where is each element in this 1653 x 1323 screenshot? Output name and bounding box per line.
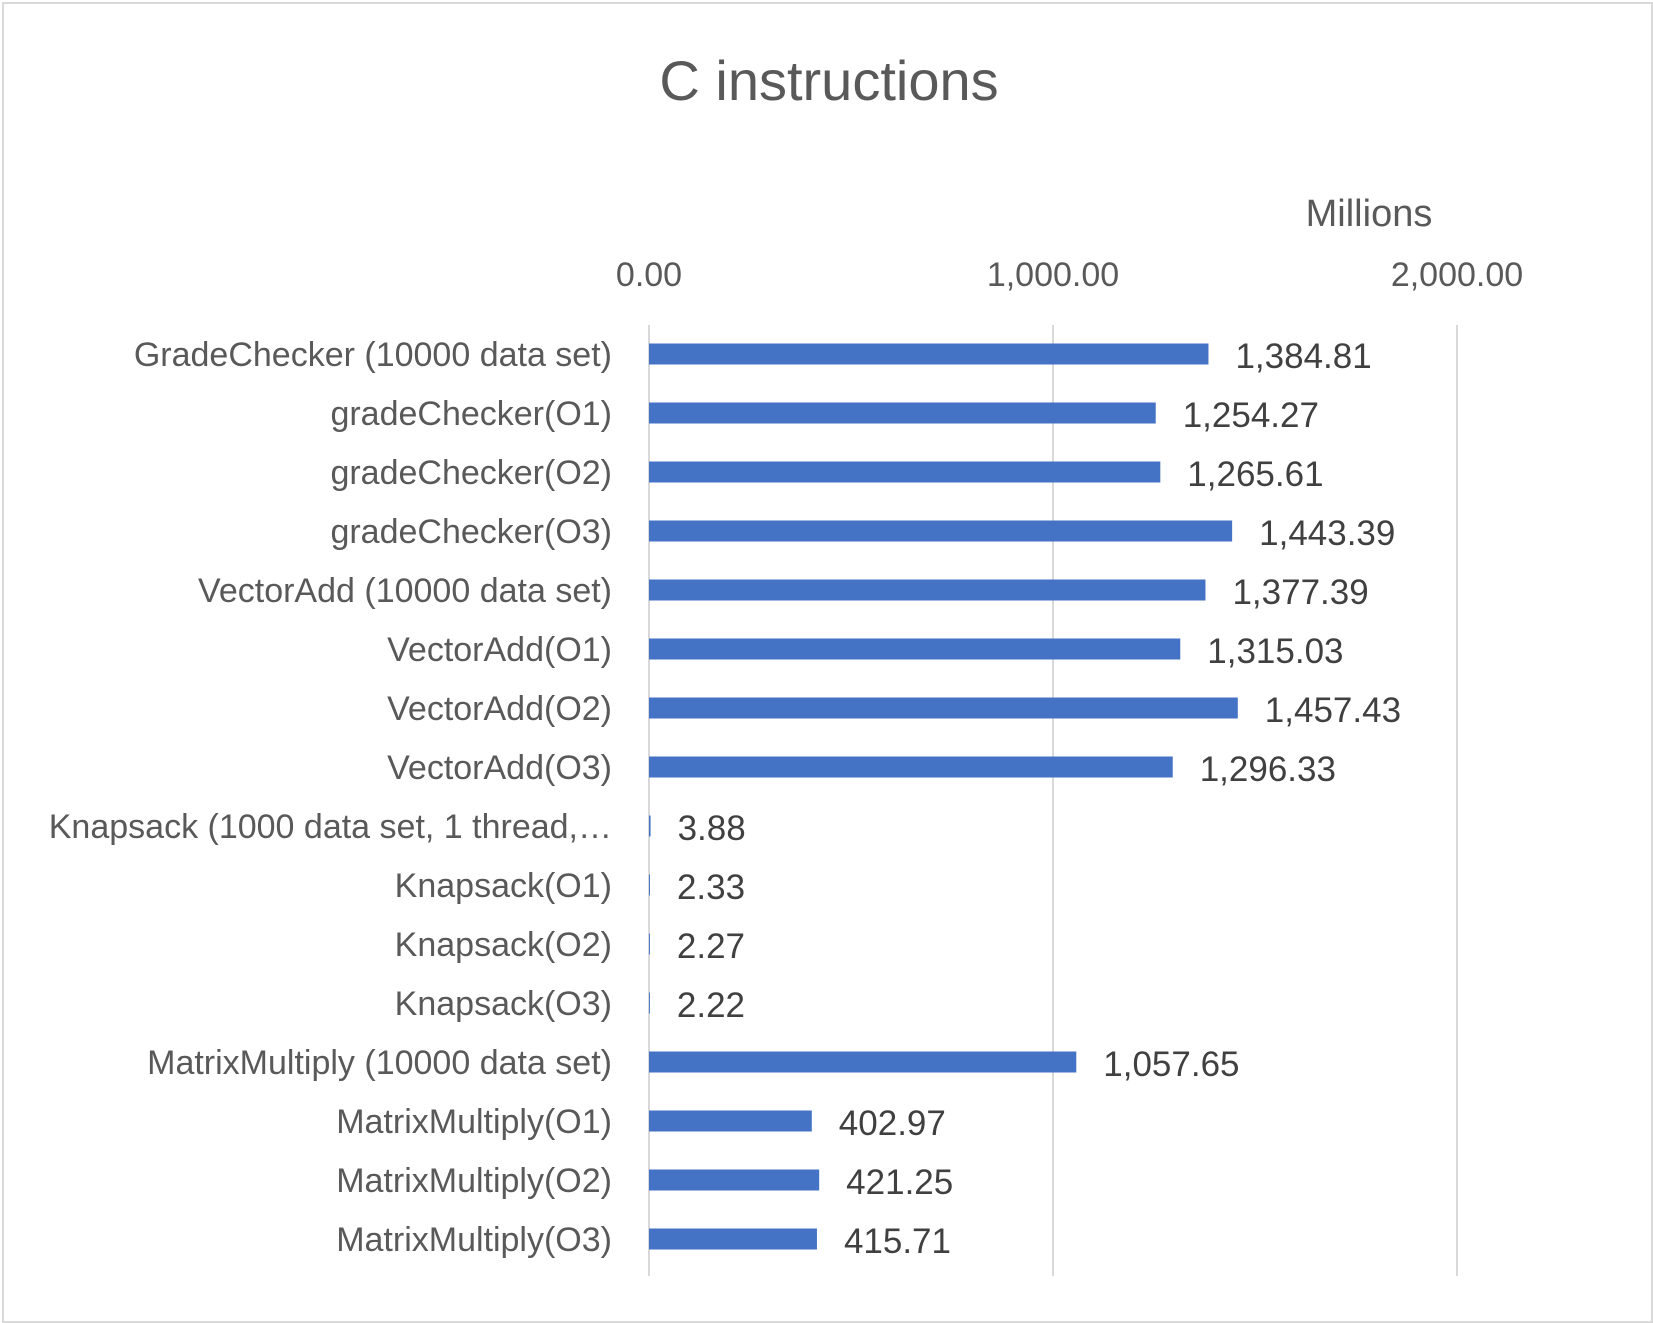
x-tick-label: 0.00 <box>616 256 682 294</box>
bar <box>649 1051 1077 1073</box>
data-label: 1,265.61 <box>1187 455 1323 494</box>
bar <box>649 1110 812 1132</box>
x-tick-label: 2,000.00 <box>1391 256 1523 294</box>
bar <box>649 638 1181 660</box>
x-axis-ticks: 0.00 1,000.00 2,000.00 <box>616 256 1523 294</box>
bar <box>649 756 1173 778</box>
bar <box>649 1169 820 1191</box>
data-label: 2.33 <box>677 868 745 907</box>
data-label: 402.97 <box>839 1104 946 1143</box>
data-label: 1,296.33 <box>1200 750 1336 789</box>
category-label: gradeChecker(O3) <box>330 513 612 551</box>
data-label: 1,315.03 <box>1207 632 1343 671</box>
category-label: Knapsack(O2) <box>395 926 612 964</box>
data-label: 3.88 <box>678 809 746 848</box>
data-label: 415.71 <box>844 1222 951 1261</box>
bar <box>649 1228 817 1250</box>
category-label: VectorAdd (10000 data set) <box>198 572 612 610</box>
bars <box>649 343 1238 1250</box>
bar <box>649 874 650 896</box>
bar <box>649 697 1238 719</box>
category-label: MatrixMultiply (10000 data set) <box>147 1044 612 1082</box>
category-label: VectorAdd(O2) <box>387 690 612 728</box>
category-label: VectorAdd(O3) <box>387 749 612 787</box>
axis-unit-label: Millions <box>1306 193 1433 235</box>
data-label: 421.25 <box>846 1163 953 1202</box>
category-label: VectorAdd(O1) <box>387 631 612 669</box>
data-label: 1,377.39 <box>1232 573 1368 612</box>
category-label: Knapsack (1000 data set, 1 thread,… <box>49 808 612 846</box>
data-label: 1,457.43 <box>1265 691 1401 730</box>
bar <box>649 343 1209 365</box>
bar <box>649 579 1206 601</box>
bar <box>649 933 650 955</box>
data-label: 1,384.81 <box>1235 337 1371 376</box>
data-label: 2.27 <box>677 927 745 966</box>
category-label: MatrixMultiply(O3) <box>336 1221 612 1259</box>
category-label: gradeChecker(O1) <box>330 395 612 433</box>
category-labels: GradeChecker (10000 data set) gradeChecke… <box>49 336 612 1259</box>
data-label: 1,254.27 <box>1183 396 1319 435</box>
category-label: Knapsack(O3) <box>395 985 612 1023</box>
chart-title: C instructions <box>659 49 998 112</box>
bar-chart: C instructions Millions 0.00 1,000.00 2,00… <box>49 49 1523 1276</box>
category-label: gradeChecker(O2) <box>330 454 612 492</box>
category-label: GradeChecker (10000 data set) <box>134 336 612 374</box>
bar <box>649 520 1233 542</box>
data-labels: 1,384.81 1,254.27 1,265.61 1,443.39 1,377.39… <box>677 337 1401 1261</box>
bar <box>649 992 650 1014</box>
data-label: 2.22 <box>677 986 745 1025</box>
x-tick-label: 1,000.00 <box>987 256 1119 294</box>
category-label: MatrixMultiply(O1) <box>336 1103 612 1141</box>
data-label: 1,443.39 <box>1259 514 1395 553</box>
bar <box>649 461 1161 483</box>
data-label: 1,057.65 <box>1103 1045 1239 1084</box>
bar <box>649 402 1156 424</box>
category-label: Knapsack(O1) <box>395 867 612 905</box>
category-label: MatrixMultiply(O2) <box>336 1162 612 1200</box>
bar <box>649 815 651 837</box>
